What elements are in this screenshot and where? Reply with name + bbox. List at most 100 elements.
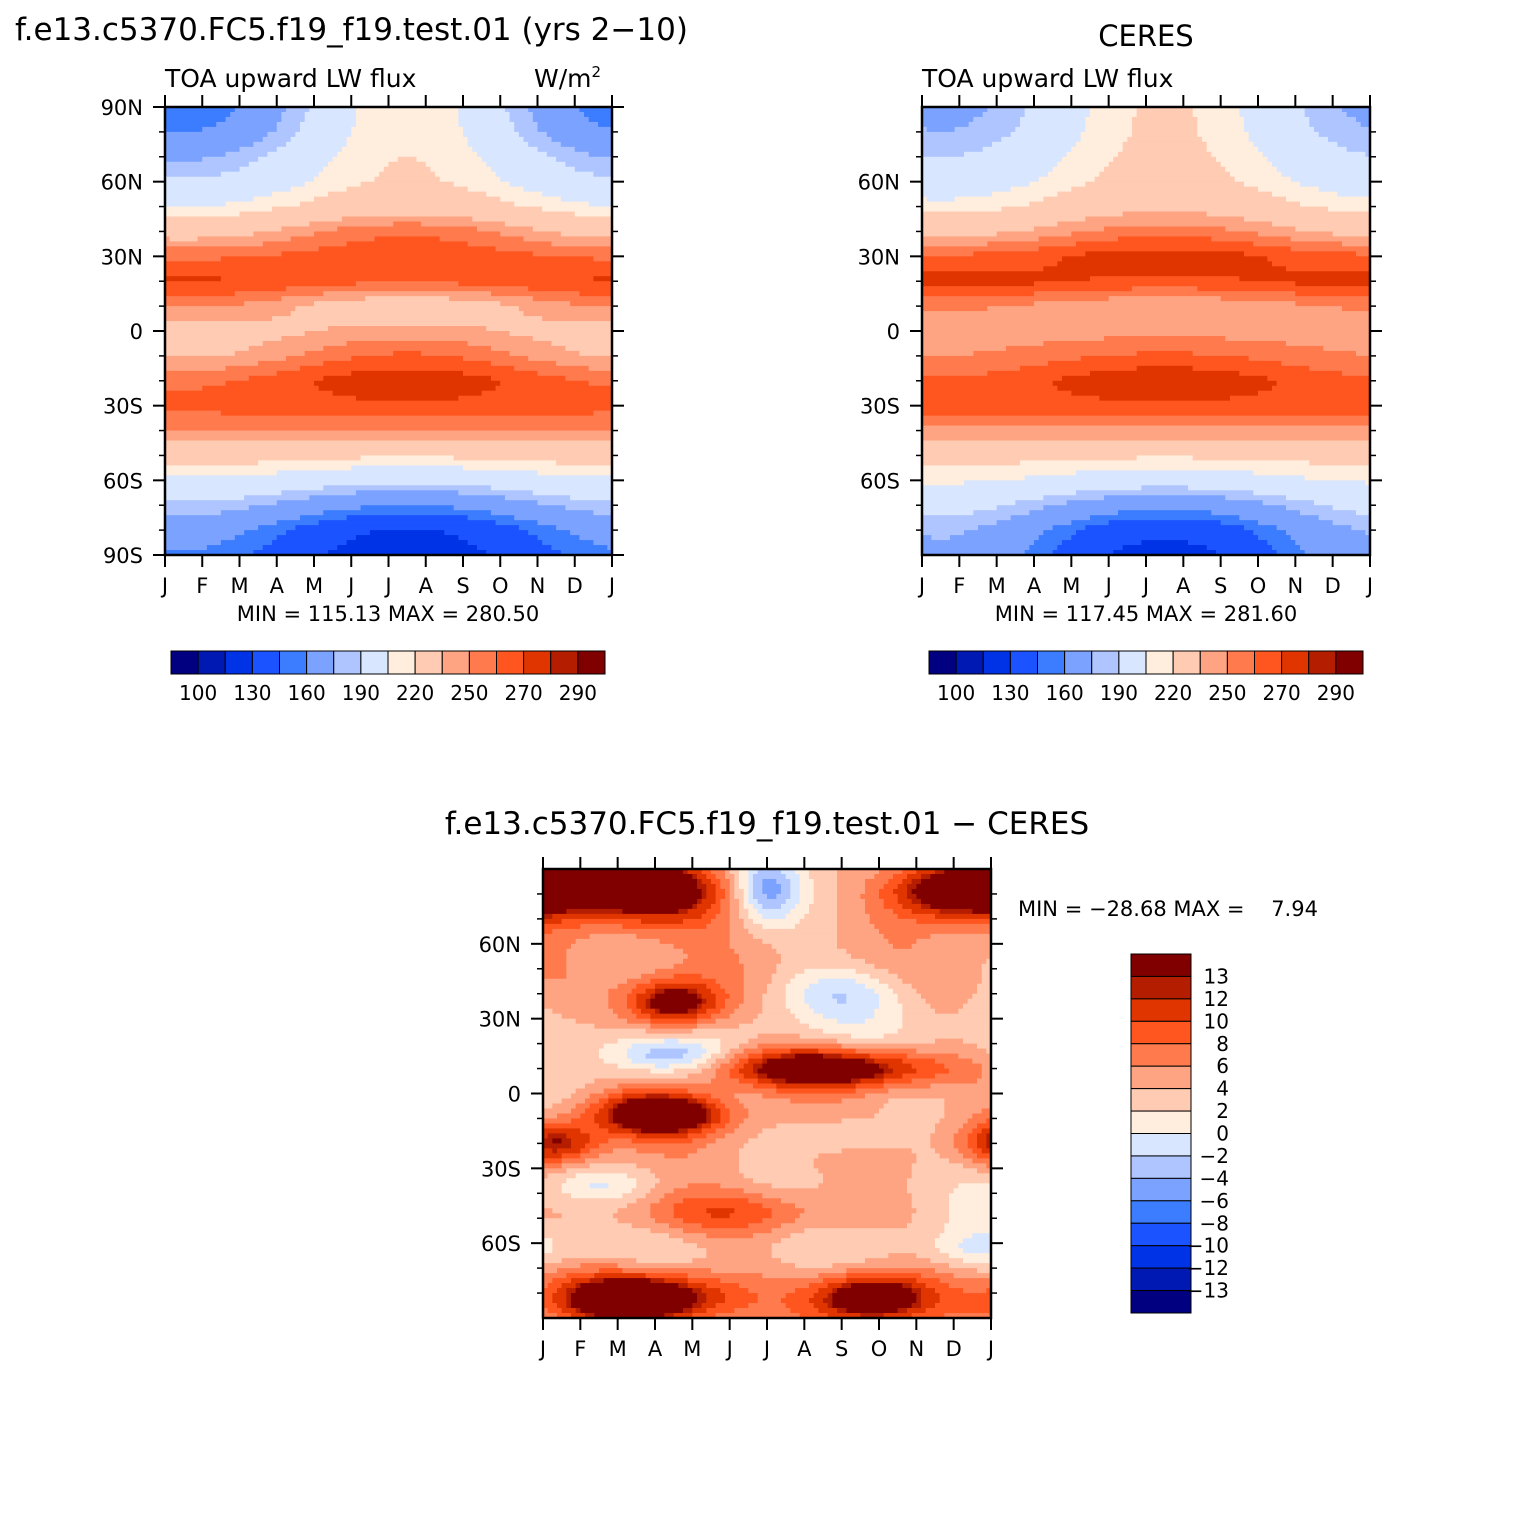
field-cell [911,983,978,990]
field-cell [874,1073,885,1080]
field-cell [855,978,880,985]
field-cell [543,1148,553,1154]
field-cell [546,151,590,158]
field-cell [165,465,352,471]
field-cell [725,1293,759,1299]
field-cell [1071,186,1259,193]
field-cell [922,136,1002,143]
field-cell [613,1213,651,1219]
x-tick-label: A [1176,574,1191,598]
field-cell [622,1123,698,1130]
field-cell [883,1073,903,1080]
field-cell [729,1118,745,1125]
field-cell [528,530,571,536]
field-cell [281,251,534,257]
field-cell [729,1073,745,1080]
field-cell [230,111,283,118]
field-cell [1267,256,1371,262]
x-tick-label: D [567,574,583,598]
field-cell [795,973,871,980]
field-cell [165,440,613,447]
colorbar-label: 6 [1216,1054,1229,1078]
field-cell [725,893,731,900]
field-cell [706,888,717,895]
field-cell [977,1043,992,1050]
field-cell [753,1178,824,1184]
colorbar-box [1130,1267,1192,1292]
field-cell [561,1283,577,1289]
field-cell [776,878,791,885]
field-cell [1323,345,1371,352]
field-cell [1122,211,1208,218]
field-cell [922,450,1371,457]
colorbar-label: 8 [1216,1032,1229,1056]
field-cell [543,1013,563,1020]
field-cell [739,953,782,960]
field-cell [543,973,567,980]
field-cell [678,908,689,915]
colorbar-label: −6 [1200,1189,1229,1213]
field-cell [1062,375,1268,382]
field-cell [762,1193,913,1199]
field-cell [1122,545,1208,551]
field-cell [972,1128,983,1135]
field-cell [981,1108,992,1115]
field-cell [697,873,707,880]
field-cell [543,948,567,955]
field-cell [883,1033,992,1040]
field-cell [739,1068,754,1075]
field-cell [930,1258,964,1264]
field-cell [1057,191,1273,198]
field-cell [561,1153,581,1159]
field-cell [281,116,306,123]
field-cell [570,530,613,536]
field-cell [963,1238,992,1244]
field-cell [673,1208,707,1214]
field-cell [922,176,1040,183]
field-cell [953,1188,992,1194]
field-cell [799,888,815,895]
field-cell [879,888,894,895]
top-left-title: f.e13.c5370.FC5.f19_f19.test.01 (yrs 2−1… [15,12,688,48]
field-cell [813,1163,913,1169]
field-cell [220,540,273,546]
field-cell [593,171,613,178]
field-cell [543,1303,558,1309]
colorbar-box [414,650,443,675]
field-cell [809,869,838,875]
field-cell [622,1088,689,1095]
field-cell [1258,520,1334,526]
field-cell [543,1023,595,1030]
field-cell [486,550,562,556]
field-cell [762,1128,936,1135]
field-cell [739,883,749,890]
field-cell [922,445,1371,452]
field-cell [575,1308,581,1314]
field-cell [337,151,478,158]
field-cell [669,1233,707,1239]
field-cell [748,1108,880,1115]
field-cell [165,226,283,233]
field-cell [902,1013,992,1020]
field-cell [897,913,936,920]
field-cell [897,998,927,1005]
field-cell [922,395,1100,402]
field-cell [165,141,255,148]
field-cell [790,893,801,900]
field-cell [360,455,455,462]
field-cell [837,913,871,920]
field-cell [922,495,1044,501]
field-cell [846,993,880,1000]
field-cell [922,161,1058,168]
field-cell [543,1128,581,1135]
field-cell [883,883,899,890]
field-cell [701,1128,717,1135]
field-cell [687,1153,740,1159]
field-cell [1360,121,1371,128]
field-cell [165,246,320,252]
field-cell [547,1173,577,1179]
field-cell [893,1068,917,1075]
field-cell [922,276,1091,282]
field-cell [655,968,745,975]
